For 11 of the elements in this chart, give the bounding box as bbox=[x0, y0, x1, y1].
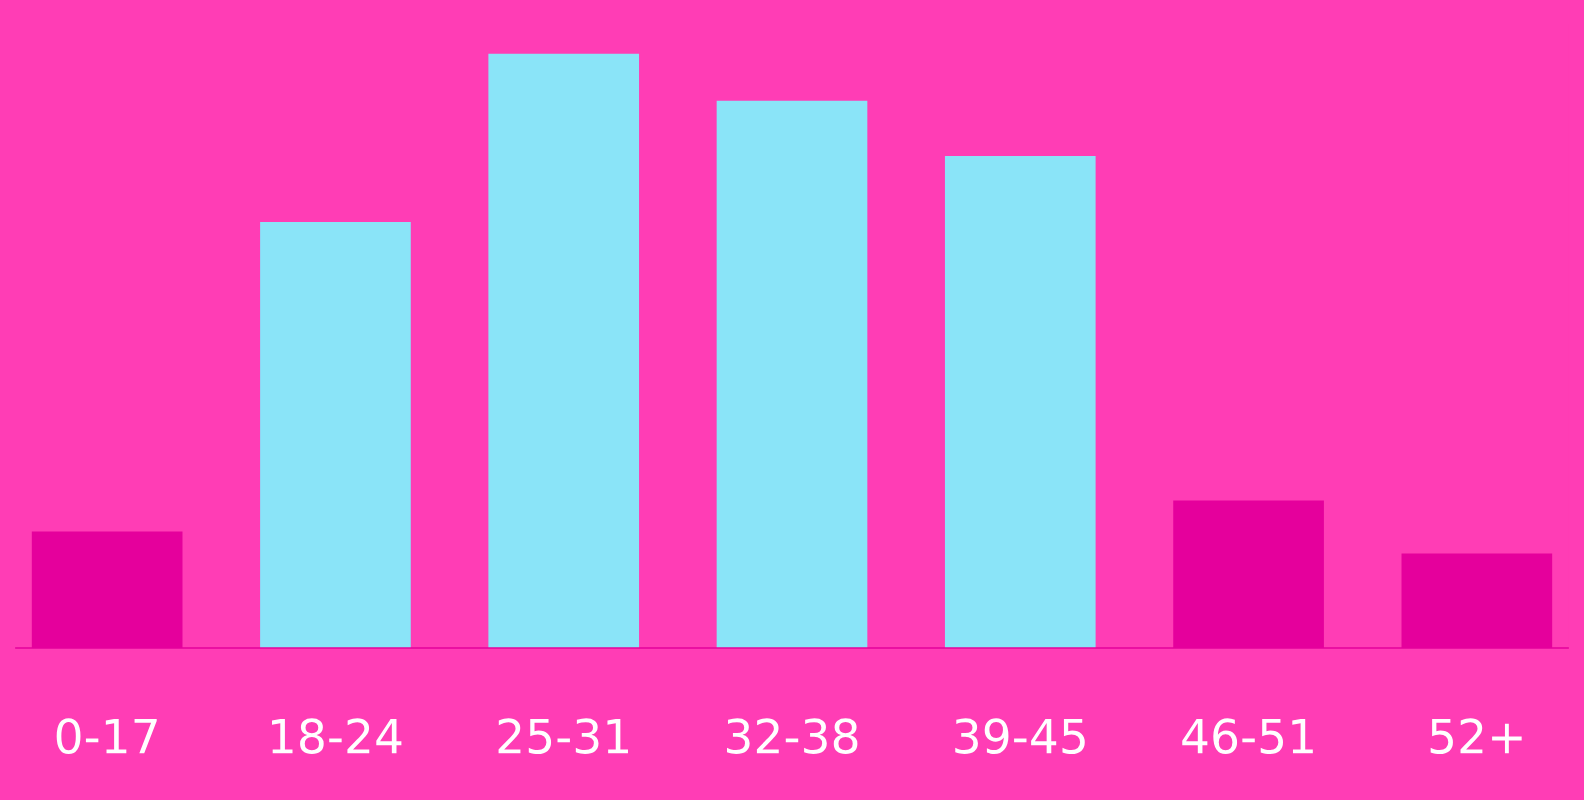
x-tick-label: 25-31 bbox=[498, 718, 628, 754]
x-tick-label: 46-51 bbox=[1182, 718, 1313, 754]
x-tick-label: 52+ bbox=[1430, 718, 1522, 754]
x-tick-label: 39-45 bbox=[955, 718, 1085, 754]
bar bbox=[488, 53, 640, 648]
x-tick-label: 18-24 bbox=[272, 718, 402, 754]
x-tick-label: 0-17 bbox=[56, 718, 157, 754]
bar bbox=[944, 155, 1096, 648]
bar bbox=[260, 221, 411, 648]
x-tick-label: 32-38 bbox=[726, 718, 858, 754]
bar bbox=[716, 100, 868, 648]
